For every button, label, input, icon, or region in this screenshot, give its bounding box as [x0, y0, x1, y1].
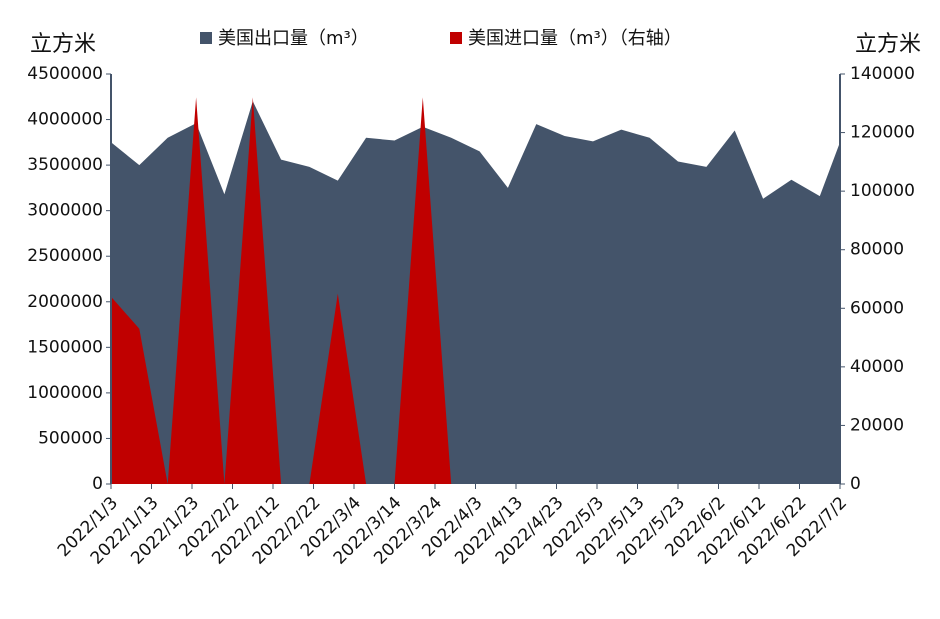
legend-swatch [450, 32, 462, 44]
y2-tick-label: 100000 [850, 181, 915, 201]
legend-swatch [200, 32, 212, 44]
legend-label: 美国进口量（m³）（右轴） [468, 28, 682, 49]
area [111, 97, 452, 485]
y2-tick-label: 20000 [850, 415, 904, 435]
right-unit: 立方米 [855, 32, 921, 57]
y2-tick-label: 120000 [850, 123, 915, 143]
y-tick-label: 3000000 [27, 201, 103, 221]
area [111, 101, 840, 485]
y-tick-label: 2000000 [27, 292, 103, 312]
y2-tick-label: 80000 [850, 240, 904, 260]
legend-label: 美国出口量（m³） [218, 28, 369, 49]
legend: 美国出口量（m³） 美国进口量（m³）（右轴） [200, 28, 682, 49]
y2-tick-label: 60000 [850, 298, 904, 318]
y-tick-label: 1000000 [27, 383, 103, 403]
y2-tick-label: 40000 [850, 357, 904, 377]
y-tick-label: 500000 [38, 428, 103, 448]
y-tick-label: 3500000 [27, 155, 103, 175]
y-tick-label: 4000000 [27, 110, 103, 130]
y2-tick-label: 0 [850, 474, 861, 494]
y-tick-label: 1500000 [27, 337, 103, 357]
y2-tick-label: 140000 [850, 64, 915, 84]
y-tick-label: 4500000 [27, 64, 103, 84]
y-tick-label: 0 [92, 474, 103, 494]
left-unit: 立方米 [30, 32, 96, 57]
y-tick-label: 2500000 [27, 246, 103, 266]
